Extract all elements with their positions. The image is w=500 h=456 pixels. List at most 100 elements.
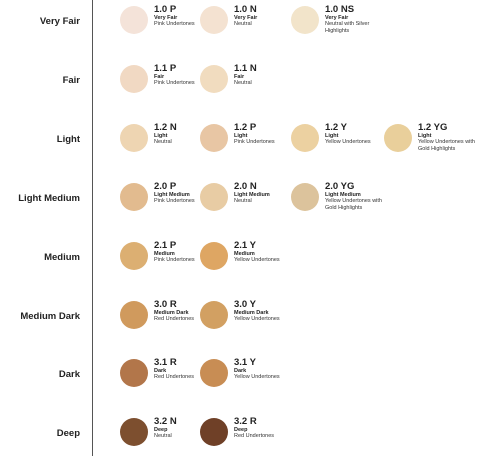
shade-tone: Medium [154,251,175,257]
shade-code: 1.2 YG [418,122,448,133]
shade-description: Fair Pink Undertones [154,74,216,87]
shade-description: Light Medium Yellow Undertones with Gold … [325,192,387,211]
shade-tone: Medium Dark [154,310,189,316]
shade-undertone: Neutral [234,198,252,205]
shade-row: Dark 3.1 R Dark Red Undertones 3.1 Y Dark Yell… [0,355,500,395]
shade-item: 1.2 N Light Neutral [120,120,212,160]
row-label: Medium Dark [20,311,80,322]
row-label: Fair [62,75,80,86]
shade-swatch [120,242,148,270]
shade-swatch [200,183,228,211]
shade-code: 3.1 Y [234,357,257,368]
shade-tone: Deep [154,427,168,433]
shade-swatch [291,6,319,34]
shade-undertone: Pink Undertones [154,257,195,264]
shade-swatch [200,418,228,446]
shade-tone: Light Medium [154,192,190,198]
shade-tone: Dark [154,368,167,374]
shade-swatch [120,183,148,211]
shade-tone: Very Fair [154,15,178,21]
shade-tone: Very Fair [234,15,258,21]
shade-tone: Medium Dark [234,310,269,316]
row-label: Medium [44,252,80,263]
shade-swatch [200,242,228,270]
shade-item: 2.0 YG Light Medium Yellow Undertones with… [291,179,383,219]
shade-undertone: Yellow Undertones [234,374,280,381]
shade-item: 1.0 NS Very Fair Neutral with Silver Highl… [291,2,383,42]
shade-code: 1.1 P [154,63,177,74]
shade-row: Light Medium 2.0 P Light Medium Pink Undert… [0,179,500,219]
shade-item: 2.1 P Medium Pink Undertones [120,238,212,278]
shade-item: 1.1 P Fair Pink Undertones [120,61,212,101]
shade-code: 1.0 NS [325,4,355,15]
shade-item: 2.1 Y Medium Yellow Undertones [200,238,292,278]
shade-description: Dark Red Undertones [154,368,216,381]
shade-code: 2.1 Y [234,240,257,251]
shade-row: Light 1.2 N Light Neutral 1.2 P Light Pink Und… [0,120,500,160]
shade-item: 3.2 N Deep Neutral [120,414,212,454]
shade-undertone: Yellow Undertones with Gold Highlights [418,139,475,152]
shade-code: 2.0 P [154,181,177,192]
shade-description: Light Medium Pink Undertones [154,192,216,205]
row-label: Dark [58,369,80,380]
shade-code: 3.2 R [234,416,257,427]
shade-code: 3.0 R [154,299,177,310]
row-label: Light [56,134,80,145]
shade-swatch [120,301,148,329]
shade-undertone: Neutral [234,21,252,28]
shade-description: Light Neutral [154,133,216,146]
shade-description: Medium Dark Red Undertones [154,310,216,323]
shade-description: Medium Dark Yellow Undertones [234,310,296,323]
shade-row: Medium 2.1 P Medium Pink Undertones 2.1 Y Med… [0,238,500,278]
shade-undertone: Pink Undertones [154,80,195,87]
shade-description: Very Fair Neutral [234,15,296,28]
shade-description: Fair Neutral [234,74,296,87]
shade-tone: Light [154,133,168,139]
shade-swatch [200,124,228,152]
shade-code: 1.2 P [234,122,257,133]
shade-item: 1.2 YG Light Yellow Undertones with Gold H… [384,120,476,160]
shade-item: 2.0 N Light Medium Neutral [200,179,292,219]
shade-tone: Light [418,133,432,139]
shade-description: Medium Yellow Undertones [234,251,296,264]
shade-description: Light Yellow Undertones [325,133,387,146]
shade-description: Medium Pink Undertones [154,251,216,264]
shade-undertone: Pink Undertones [234,139,275,146]
shade-row: Very Fair 1.0 P Very Fair Pink Undertones 1.… [0,2,500,42]
shade-undertone: Yellow Undertones [234,257,280,264]
shade-description: Deep Red Undertones [234,427,296,440]
shade-tone: Light Medium [325,192,361,198]
shade-description: Light Yellow Undertones with Gold Highlig… [418,133,480,152]
column-divider [92,0,93,456]
shade-code: 3.0 Y [234,299,257,310]
shade-tone: Light [234,133,248,139]
shade-undertone: Neutral with Silver Highlights [325,21,370,34]
shade-code: 2.0 N [234,181,257,192]
shade-item: 3.2 R Deep Red Undertones [200,414,292,454]
shade-item: 2.0 P Light Medium Pink Undertones [120,179,212,219]
shade-code: 2.1 P [154,240,177,251]
shade-undertone: Neutral [154,139,172,146]
shade-swatch [120,65,148,93]
shade-description: Dark Yellow Undertones [234,368,296,381]
shade-description: Very Fair Pink Undertones [154,15,216,28]
shade-item: 1.2 P Light Pink Undertones [200,120,292,160]
shade-code: 3.2 N [154,416,177,427]
shade-undertone: Neutral [154,433,172,440]
shade-tone: Very Fair [325,15,349,21]
shade-code: 1.1 N [234,63,257,74]
shade-undertone: Red Undertones [154,374,195,381]
shade-undertone: Yellow Undertones [234,316,280,323]
shade-swatch [200,301,228,329]
shade-undertone: Yellow Undertones with Gold Highlights [325,198,382,211]
row-label: Deep [56,428,80,439]
shade-swatch [200,359,228,387]
shade-tone: Light [325,133,339,139]
shade-swatch [200,65,228,93]
shade-undertone: Red Undertones [154,316,195,323]
shade-row: Medium Dark 3.0 R Medium Dark Red Undertone… [0,297,500,337]
shade-undertone: Red Undertones [234,433,275,440]
shade-swatch [291,183,319,211]
shade-item: 3.1 R Dark Red Undertones [120,355,212,395]
shade-undertone: Yellow Undertones [325,139,371,146]
